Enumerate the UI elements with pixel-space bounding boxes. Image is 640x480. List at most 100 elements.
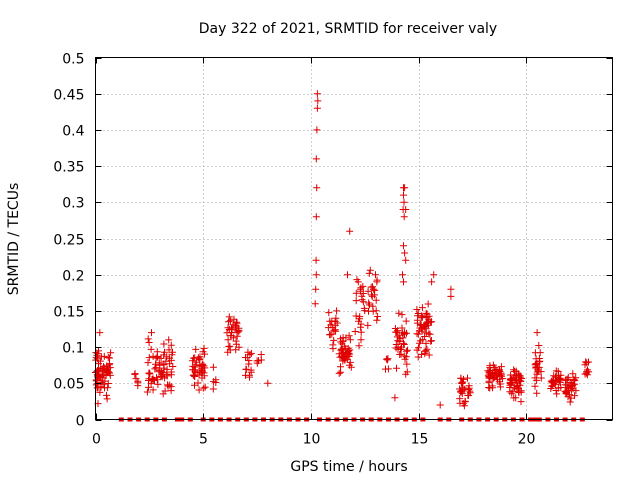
data-point bbox=[97, 364, 105, 372]
data-point bbox=[201, 350, 208, 358]
data-point bbox=[550, 380, 558, 388]
data-point bbox=[165, 336, 173, 344]
data-point bbox=[466, 387, 474, 395]
y-tick-label: 0.15 bbox=[53, 305, 84, 321]
data-point bbox=[311, 300, 319, 308]
data-point bbox=[152, 360, 159, 368]
data-point bbox=[393, 328, 401, 336]
data-point bbox=[428, 337, 435, 345]
data-point bbox=[459, 400, 467, 407]
data-point bbox=[312, 213, 320, 221]
data-point bbox=[557, 371, 565, 379]
data-point bbox=[421, 348, 429, 356]
data-point bbox=[430, 271, 438, 279]
data-point bbox=[458, 390, 466, 398]
data-point bbox=[336, 353, 344, 361]
x-tick-label: 0 bbox=[92, 432, 101, 448]
data-point bbox=[394, 337, 402, 345]
data-point bbox=[343, 349, 351, 357]
data-point bbox=[232, 346, 240, 354]
data-point bbox=[224, 336, 232, 344]
data-point bbox=[553, 390, 561, 398]
data-point bbox=[548, 379, 556, 387]
data-point bbox=[369, 307, 377, 315]
data-point bbox=[190, 366, 198, 374]
data-point bbox=[394, 345, 402, 353]
data-point bbox=[354, 278, 362, 286]
data-point bbox=[189, 357, 197, 365]
data-point bbox=[225, 313, 233, 321]
plot-frame bbox=[95, 57, 613, 420]
data-point bbox=[312, 271, 320, 279]
data-point bbox=[401, 184, 409, 192]
data-point bbox=[422, 347, 430, 355]
data-point bbox=[422, 322, 430, 330]
data-point bbox=[368, 291, 375, 299]
data-point bbox=[100, 370, 108, 378]
data-point bbox=[400, 198, 408, 206]
data-point bbox=[343, 355, 351, 363]
data-point bbox=[98, 377, 106, 385]
y-tick-label: 0.1 bbox=[62, 341, 84, 357]
data-point bbox=[424, 300, 432, 308]
data-point bbox=[144, 335, 152, 343]
data-point bbox=[536, 349, 544, 357]
data-point bbox=[565, 391, 573, 399]
data-point bbox=[228, 326, 236, 334]
x-tick-label: 5 bbox=[199, 432, 208, 448]
data-point bbox=[134, 377, 142, 385]
data-point bbox=[196, 362, 204, 370]
data-point bbox=[242, 365, 250, 373]
data-point bbox=[372, 271, 379, 279]
data-point bbox=[153, 376, 161, 384]
data-point bbox=[196, 356, 204, 364]
data-point bbox=[365, 269, 373, 277]
data-point bbox=[391, 394, 399, 402]
data-point bbox=[167, 383, 175, 391]
data-point bbox=[393, 364, 400, 372]
data-point bbox=[247, 349, 255, 357]
data-point bbox=[151, 377, 158, 384]
y-tick-label: 0.3 bbox=[62, 196, 84, 212]
x-tick-label: 10 bbox=[303, 432, 321, 448]
data-point bbox=[342, 345, 350, 352]
data-point bbox=[200, 372, 208, 380]
data-point bbox=[456, 395, 464, 403]
data-point bbox=[352, 312, 360, 320]
data-point bbox=[485, 369, 493, 376]
data-point bbox=[517, 398, 525, 406]
data-point bbox=[400, 191, 407, 199]
data-point bbox=[554, 367, 562, 375]
data-point bbox=[210, 378, 218, 386]
data-point bbox=[332, 314, 340, 322]
data-point bbox=[145, 375, 153, 383]
data-point bbox=[569, 370, 577, 378]
data-point bbox=[531, 382, 539, 390]
data-point bbox=[374, 313, 382, 320]
data-point bbox=[156, 361, 164, 369]
data-point bbox=[372, 296, 380, 304]
data-point bbox=[225, 343, 233, 351]
data-point bbox=[414, 353, 422, 361]
data-point bbox=[357, 328, 365, 336]
data-point bbox=[96, 388, 104, 396]
data-point bbox=[582, 358, 590, 366]
data-point bbox=[330, 336, 338, 344]
data-point bbox=[485, 377, 493, 385]
data-point bbox=[245, 360, 253, 368]
data-point bbox=[564, 384, 572, 392]
data-point bbox=[365, 299, 373, 307]
data-point bbox=[552, 376, 560, 384]
data-point bbox=[427, 318, 435, 326]
data-point bbox=[515, 377, 523, 385]
data-point bbox=[232, 322, 240, 330]
data-point bbox=[194, 379, 202, 387]
data-point bbox=[402, 353, 410, 361]
data-point bbox=[402, 256, 410, 264]
data-point bbox=[332, 327, 340, 335]
data-point bbox=[537, 368, 545, 376]
data-point bbox=[161, 348, 168, 356]
data-point bbox=[403, 360, 411, 368]
data-point bbox=[325, 309, 333, 317]
data-point bbox=[496, 383, 504, 391]
